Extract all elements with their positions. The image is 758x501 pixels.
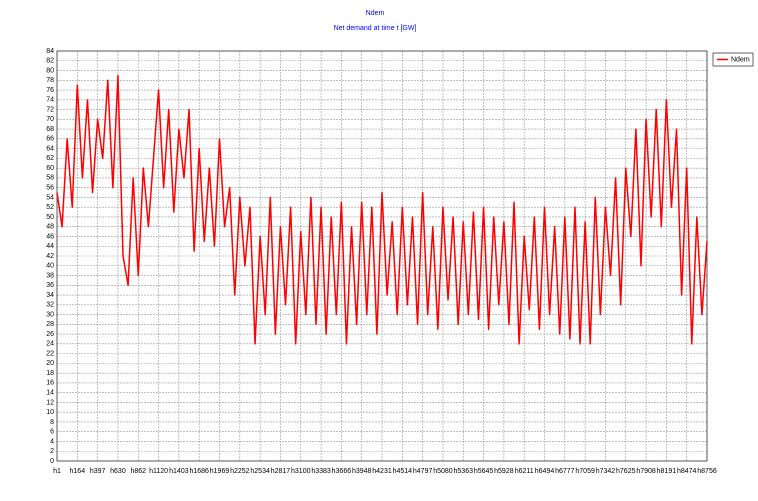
- x-tick-label: h5928: [494, 468, 514, 475]
- x-tick-label: h3383: [311, 468, 331, 475]
- legend-box: [712, 52, 754, 67]
- chart-title: Ndem: [366, 10, 385, 17]
- x-tick-label: h5080: [433, 468, 453, 475]
- y-tick-label: 70: [46, 116, 54, 123]
- y-tick-label: 42: [46, 253, 54, 260]
- y-tick-label: 2: [50, 448, 54, 455]
- x-tick-label: h7342: [596, 468, 616, 475]
- x-tick-label: h3100: [291, 468, 311, 475]
- y-tick-label: 16: [46, 380, 54, 387]
- y-tick-label: 76: [46, 87, 54, 94]
- y-tick-label: 44: [46, 243, 54, 250]
- y-tick-label: 54: [46, 194, 54, 201]
- y-tick-label: 46: [46, 233, 54, 240]
- y-tick-label: 10: [46, 409, 54, 416]
- legend-label: Ndem: [731, 56, 750, 63]
- x-tick-label: h8474: [677, 468, 697, 475]
- y-tick-label: 18: [46, 370, 54, 377]
- x-tick-label: h1686: [189, 468, 209, 475]
- y-tick-label: 14: [46, 390, 54, 397]
- y-tick-label: 84: [46, 48, 54, 55]
- y-tick-label: 56: [46, 185, 54, 192]
- y-tick-label: 38: [46, 272, 54, 279]
- plot-frame: [56, 50, 708, 462]
- y-tick-label: 50: [46, 214, 54, 221]
- y-tick-label: 30: [46, 311, 54, 318]
- x-tick-label: h4231: [372, 468, 392, 475]
- x-tick-label: h8191: [657, 468, 677, 475]
- y-tick-label: 6: [50, 429, 54, 436]
- x-tick-label: h7908: [636, 468, 656, 475]
- y-tick-label: 0: [50, 458, 54, 465]
- x-tick-label: h1: [53, 468, 61, 475]
- y-tick-label: 12: [46, 399, 54, 406]
- x-tick-label: h5645: [474, 468, 494, 475]
- y-tick-label: 34: [46, 292, 54, 299]
- y-tick-label: 62: [46, 155, 54, 162]
- x-tick-label: h4514: [393, 468, 413, 475]
- data-line: [56, 74, 708, 345]
- x-tick-label: h3948: [352, 468, 372, 475]
- y-tick-label: 58: [46, 175, 54, 182]
- x-tick-label: h1969: [210, 468, 230, 475]
- x-tick-label: h5363: [454, 468, 474, 475]
- y-tick-label: 40: [46, 263, 54, 270]
- x-tick-label: h1403: [169, 468, 189, 475]
- y-tick-label: 68: [46, 126, 54, 133]
- y-tick-label: 22: [46, 350, 54, 357]
- y-tick-label: 24: [46, 341, 54, 348]
- x-tick-label: h8756: [697, 468, 717, 475]
- y-tick-label: 26: [46, 331, 54, 338]
- x-tick-label: h6211: [515, 468, 534, 475]
- x-tick-label: h2252: [230, 468, 250, 475]
- y-tick-label: 78: [46, 77, 54, 84]
- x-tick-label: h164: [70, 468, 86, 475]
- x-tick-label: h1120: [149, 468, 168, 475]
- x-tick-label: h630: [110, 468, 126, 475]
- y-tick-label: 66: [46, 136, 54, 143]
- x-tick-label: h2817: [271, 468, 291, 475]
- x-tick-label: h862: [130, 468, 146, 475]
- y-tick-label: 48: [46, 224, 54, 231]
- y-tick-label: 80: [46, 67, 54, 74]
- x-tick-label: h397: [90, 468, 106, 475]
- x-tick-label: h2534: [250, 468, 270, 475]
- y-tick-label: 52: [46, 204, 54, 211]
- y-tick-label: 36: [46, 282, 54, 289]
- y-tick-label: 74: [46, 97, 54, 104]
- y-tick-label: 72: [46, 106, 54, 113]
- y-tick-label: 4: [50, 438, 54, 445]
- y-tick-label: 20: [46, 360, 54, 367]
- y-tick-label: 28: [46, 321, 54, 328]
- y-tick-label: 82: [46, 58, 54, 65]
- x-tick-label: h4797: [413, 468, 433, 475]
- x-tick-label: h6777: [555, 468, 575, 475]
- x-tick-label: h7625: [616, 468, 636, 475]
- y-tick-label: 64: [46, 145, 54, 152]
- x-tick-label: h6494: [535, 468, 555, 475]
- x-tick-label: h3666: [332, 468, 352, 475]
- y-tick-label: 8: [50, 419, 54, 426]
- y-tick-label: 60: [46, 165, 54, 172]
- x-tick-label: h7059: [575, 468, 595, 475]
- chart-subtitle: Net demand at time t [GW]: [334, 25, 417, 32]
- y-tick-label: 32: [46, 302, 54, 309]
